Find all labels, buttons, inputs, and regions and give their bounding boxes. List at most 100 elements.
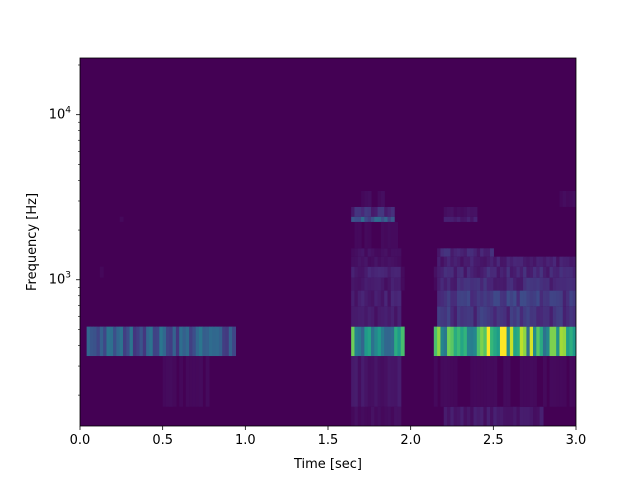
heat-cell <box>374 290 379 307</box>
heat-cell <box>539 306 544 327</box>
heat-cell <box>205 356 210 407</box>
heat-cell <box>490 256 494 267</box>
heat-cell <box>367 290 372 307</box>
heat-cell <box>387 256 392 267</box>
heat-cell <box>453 290 458 307</box>
heat-cell <box>370 256 375 267</box>
heat-cell <box>470 206 475 217</box>
heat-cell <box>483 277 488 291</box>
heat-cell <box>476 266 481 278</box>
heat-cell <box>182 326 187 357</box>
heat-cell <box>357 290 362 307</box>
heat-cell <box>453 356 458 407</box>
heat-cell <box>387 248 392 257</box>
heat-cell <box>496 326 501 357</box>
heat-cell <box>351 290 356 307</box>
heat-cell <box>175 326 180 357</box>
heat-cell <box>533 290 537 307</box>
heat-cell <box>93 326 98 357</box>
heat-cell <box>351 248 356 257</box>
heat-cell <box>136 326 141 357</box>
heat-cell <box>380 306 385 327</box>
heat-cell <box>447 266 451 278</box>
heat-cell <box>503 277 508 291</box>
heat-cell <box>486 306 491 327</box>
heat-cell <box>519 306 524 327</box>
x-tick-label: 1.0 <box>235 433 256 448</box>
heat-cell <box>394 356 399 407</box>
heat-cell <box>361 356 365 407</box>
heat-cell <box>440 306 445 327</box>
heat-cell <box>480 306 485 327</box>
heat-cell <box>476 406 481 426</box>
heat-cell <box>499 256 504 267</box>
heat-cell <box>536 290 541 307</box>
heat-cell <box>387 266 392 278</box>
heat-cell <box>390 216 395 222</box>
heat-cell <box>486 256 491 267</box>
heat-cell <box>397 290 402 307</box>
heat-cell <box>463 266 468 278</box>
heat-cell <box>549 290 554 307</box>
heat-cell <box>509 326 514 357</box>
heat-cell <box>443 306 448 327</box>
heat-cell <box>218 326 223 357</box>
heat-cell <box>390 221 395 249</box>
heat-cell <box>526 306 531 327</box>
heat-cell <box>377 216 382 222</box>
heat-cell <box>562 306 567 327</box>
heat-cell <box>460 406 465 426</box>
heat-cell <box>483 326 488 357</box>
heat-cell <box>556 277 561 291</box>
heat-cell <box>499 306 504 327</box>
heat-cell <box>354 356 359 407</box>
heat-cell <box>506 306 511 327</box>
heat-cell <box>506 266 511 278</box>
heat-cell <box>529 326 534 357</box>
heat-cell <box>370 248 375 257</box>
heat-cell <box>536 266 541 278</box>
y-axis-label: Frequency [Hz] <box>25 193 40 291</box>
heat-cell <box>569 277 574 291</box>
heat-cell <box>572 277 576 291</box>
heat-cell <box>374 277 379 291</box>
heat-cell <box>463 406 468 426</box>
heat-cell <box>453 216 458 222</box>
heat-cell <box>566 326 570 357</box>
heat-cell <box>460 266 465 278</box>
heat-cell <box>460 256 465 267</box>
heat-cell <box>397 406 402 426</box>
heat-cell <box>569 326 574 357</box>
heat-cell <box>377 256 382 267</box>
heat-cell <box>169 356 174 407</box>
heat-cell <box>86 326 91 357</box>
heat-cell <box>179 326 184 357</box>
heat-cell <box>503 306 508 327</box>
heat-cell <box>529 290 534 307</box>
heat-cell <box>199 326 203 357</box>
heat-cell <box>480 326 485 357</box>
x-axis-label: Time [sec] <box>293 457 362 472</box>
heat-cell <box>384 406 389 426</box>
heat-cell <box>433 326 438 357</box>
heat-cell <box>542 277 547 291</box>
heat-cell <box>503 326 508 357</box>
heat-cell <box>506 290 511 307</box>
heat-cell <box>480 290 485 307</box>
heat-cell <box>370 356 375 407</box>
heat-cell <box>466 406 471 426</box>
heat-cell <box>367 306 372 327</box>
heat-cell <box>536 406 541 426</box>
heat-cell <box>473 290 478 307</box>
heat-cell <box>476 248 481 257</box>
heat-cell <box>456 326 461 357</box>
heat-cell <box>361 326 365 357</box>
heat-cell <box>367 221 372 249</box>
heat-cell <box>390 266 395 278</box>
heat-cell <box>463 290 468 307</box>
heat-cell <box>162 356 167 407</box>
heat-cell <box>113 326 117 357</box>
heat-cell <box>486 326 491 357</box>
heat-cell <box>367 256 372 267</box>
